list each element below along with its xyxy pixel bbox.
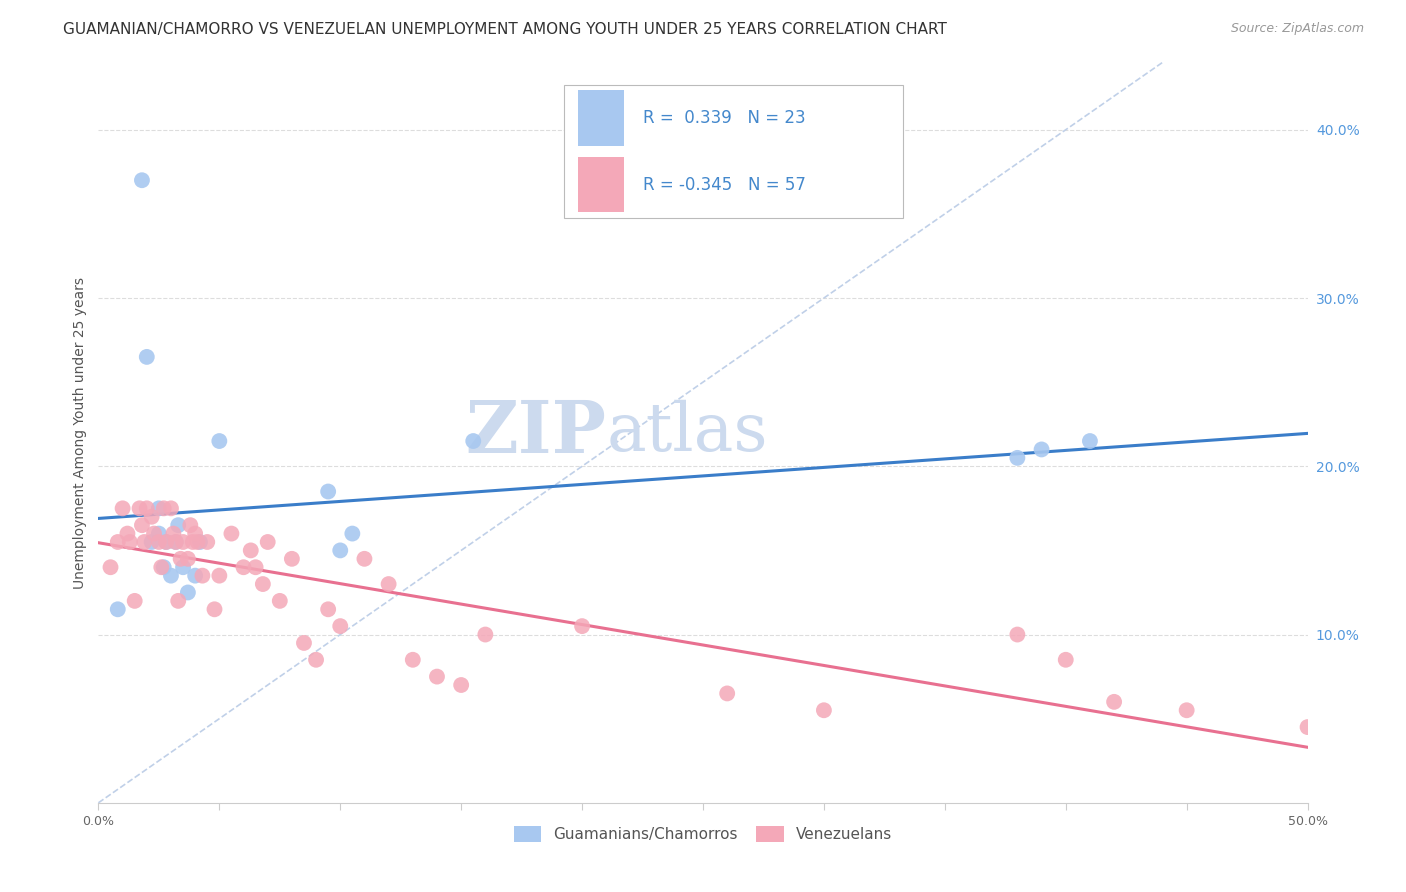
Point <box>269 594 291 608</box>
Point <box>188 535 211 549</box>
Point <box>474 627 496 641</box>
Point <box>148 535 170 549</box>
Point <box>353 551 375 566</box>
Point <box>165 535 187 549</box>
Point <box>177 551 200 566</box>
Legend: Guamanians/Chamorros, Venezuelans: Guamanians/Chamorros, Venezuelans <box>509 822 897 847</box>
Point <box>292 636 315 650</box>
Point <box>152 501 174 516</box>
Point <box>342 526 364 541</box>
Point <box>141 535 163 549</box>
Point <box>463 434 485 448</box>
Point <box>107 602 129 616</box>
Point <box>107 535 129 549</box>
Point <box>329 543 352 558</box>
Point <box>187 535 209 549</box>
Point <box>256 535 278 549</box>
Point <box>252 577 274 591</box>
Point <box>1296 720 1319 734</box>
Point <box>160 568 183 582</box>
Point <box>208 434 231 448</box>
Point <box>1054 653 1077 667</box>
Point <box>150 560 173 574</box>
Point <box>195 535 218 549</box>
Point <box>191 568 214 582</box>
Point <box>179 518 201 533</box>
Point <box>135 501 157 516</box>
Point <box>152 560 174 574</box>
Point <box>118 535 141 549</box>
Point <box>181 535 204 549</box>
Point <box>167 594 190 608</box>
Point <box>148 501 170 516</box>
Point <box>1078 434 1101 448</box>
Point <box>316 484 339 499</box>
FancyBboxPatch shape <box>578 157 624 212</box>
Point <box>402 653 425 667</box>
Point <box>184 568 207 582</box>
Point <box>124 594 146 608</box>
Point <box>329 619 352 633</box>
Point <box>155 535 177 549</box>
Point <box>245 560 267 574</box>
Point <box>1175 703 1198 717</box>
Point <box>167 518 190 533</box>
Point <box>377 577 399 591</box>
Point <box>141 509 163 524</box>
Point <box>204 602 226 616</box>
Point <box>131 518 153 533</box>
FancyBboxPatch shape <box>578 90 624 145</box>
FancyBboxPatch shape <box>564 85 903 218</box>
Point <box>221 526 243 541</box>
Point <box>177 585 200 599</box>
Point <box>172 535 194 549</box>
Text: Source: ZipAtlas.com: Source: ZipAtlas.com <box>1230 22 1364 36</box>
Point <box>1007 450 1029 465</box>
Y-axis label: Unemployment Among Youth under 25 years: Unemployment Among Youth under 25 years <box>73 277 87 589</box>
Point <box>100 560 122 574</box>
Point <box>131 173 153 187</box>
Point <box>165 535 187 549</box>
Point <box>162 526 184 541</box>
Point <box>111 501 134 516</box>
Point <box>813 703 835 717</box>
Point <box>232 560 254 574</box>
Point <box>169 551 191 566</box>
Text: R =  0.339   N = 23: R = 0.339 N = 23 <box>643 109 806 127</box>
Point <box>716 686 738 700</box>
Point <box>148 526 170 541</box>
Point <box>239 543 262 558</box>
Point <box>571 619 593 633</box>
Text: ZIP: ZIP <box>465 397 606 468</box>
Point <box>208 568 231 582</box>
Point <box>134 535 156 549</box>
Point <box>172 560 194 574</box>
Point <box>155 535 177 549</box>
Point <box>1031 442 1053 457</box>
Text: R = -0.345   N = 57: R = -0.345 N = 57 <box>643 176 806 194</box>
Point <box>305 653 328 667</box>
Point <box>135 350 157 364</box>
Point <box>316 602 339 616</box>
Point <box>1007 627 1029 641</box>
Point <box>128 501 150 516</box>
Point <box>426 670 449 684</box>
Text: GUAMANIAN/CHAMORRO VS VENEZUELAN UNEMPLOYMENT AMONG YOUTH UNDER 25 YEARS CORRELA: GUAMANIAN/CHAMORRO VS VENEZUELAN UNEMPLO… <box>63 22 948 37</box>
Text: atlas: atlas <box>606 400 768 466</box>
Point <box>281 551 304 566</box>
Point <box>117 526 139 541</box>
Point <box>160 501 183 516</box>
Point <box>450 678 472 692</box>
Point <box>143 526 166 541</box>
Point <box>184 526 207 541</box>
Point <box>1102 695 1125 709</box>
